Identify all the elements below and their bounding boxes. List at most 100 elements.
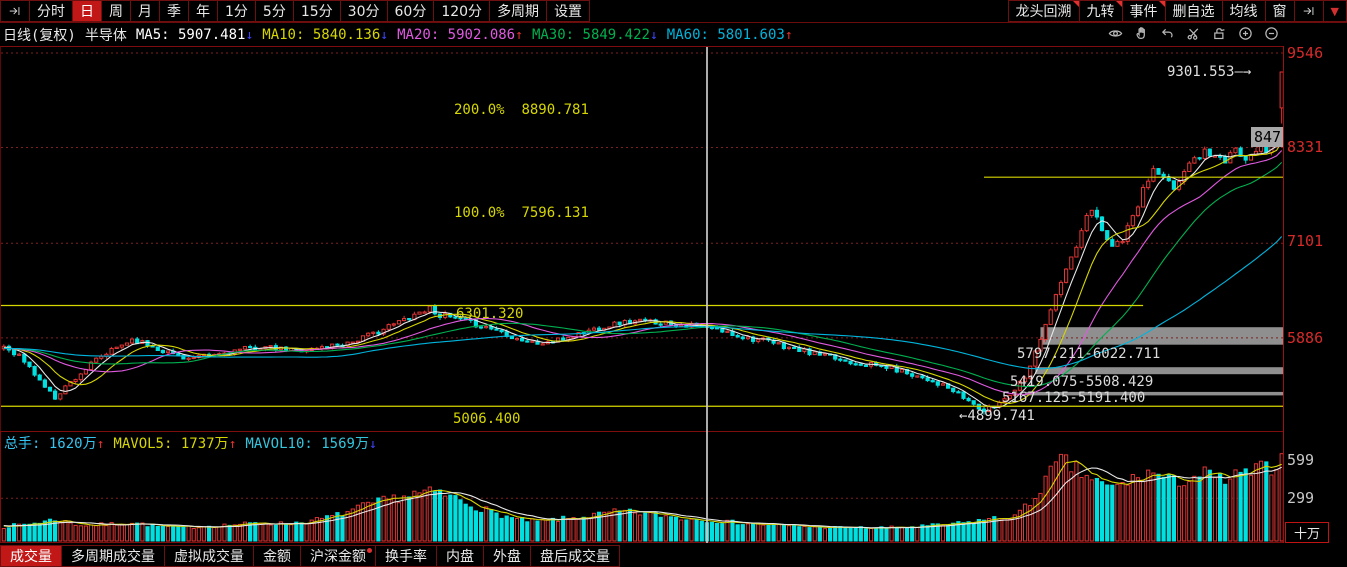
chart-header: 日线(复权) 半导体 MA5: 5907.481↓ MA10: 5840.136↓…	[0, 23, 1347, 46]
tab-内盘[interactable]: 内盘	[437, 545, 484, 567]
arrow-up-icon: ↑	[515, 27, 523, 43]
new-flag-corner	[1072, 1, 1079, 7]
candlestick-chart[interactable]	[1, 47, 1285, 432]
main-chart-pane[interactable]: 200.0% 8890.781 100.0% 7596.131 6301.320…	[0, 46, 1285, 432]
eye-icon[interactable]	[1108, 26, 1123, 45]
crosshair-vertical	[706, 47, 708, 543]
tab-沪深金额[interactable]: 沪深金额	[301, 545, 376, 567]
period-button-60分[interactable]: 60分	[387, 0, 435, 22]
vol-MAVOL10: MAVOL10: 1569万↓	[245, 436, 377, 452]
tool-jump-right-icon[interactable]	[1294, 0, 1324, 22]
period-button-5分[interactable]: 5分	[255, 0, 294, 22]
arrow-right-icon: —→	[1234, 64, 1252, 80]
period-jump-right-icon[interactable]	[0, 0, 30, 22]
tab-虚拟成交量[interactable]: 虚拟成交量	[165, 545, 254, 567]
arrow-up-icon: ↑	[96, 437, 105, 452]
chevron-down-icon: ▼	[1330, 4, 1339, 18]
undo-icon[interactable]	[1160, 26, 1175, 45]
volume-pane[interactable]: 总手: 1620万↑ MAVOL5: 1737万↑ MAVOL10: 1569万↓	[0, 431, 1284, 543]
period-button-120分[interactable]: 120分	[434, 0, 491, 22]
ma-MA10: MA10: 5840.136↓	[262, 26, 389, 43]
price-axis-line	[1283, 46, 1284, 543]
low-price-annotation: ←4899.741	[959, 408, 1035, 424]
zoom-in-icon[interactable]	[1238, 26, 1253, 45]
period-button-日[interactable]: 日	[73, 0, 102, 22]
axis-tick-9546: 9546	[1287, 44, 1324, 62]
hand-pan-icon[interactable]	[1134, 26, 1149, 45]
axis-tick-8331: 8331	[1287, 138, 1324, 156]
volume-header-row: 总手: 1620万↑ MAVOL5: 1737万↑ MAVOL10: 1569万↓	[4, 433, 386, 453]
zoom-out-icon	[1265, 27, 1278, 40]
volume-tick-299: 299	[1287, 489, 1315, 507]
volume-unit-label: 十万	[1285, 522, 1329, 543]
tab-外盘[interactable]: 外盘	[484, 545, 531, 567]
period-button-设置[interactable]: 设置	[547, 0, 591, 22]
fib-level-200: 200.0% 8890.781	[454, 102, 589, 118]
indicator-tab-bar: 成交量 多周期成交量 虚拟成交量 金额 沪深金额 换手率 内盘 外盘 盘后成交量	[0, 545, 1347, 567]
arrow-up-icon: ↑	[784, 27, 793, 43]
tool-button-窗[interactable]: 窗	[1265, 0, 1295, 22]
notification-dot	[367, 548, 372, 553]
axis-tick-7101: 7101	[1287, 232, 1324, 250]
period-button-分时[interactable]: 分时	[30, 0, 73, 22]
tool-button-事件[interactable]: 事件	[1122, 0, 1166, 22]
chart-tool-icons	[1108, 26, 1279, 45]
arrow-down-icon: ↓	[649, 27, 658, 43]
jump-right-icon	[9, 7, 20, 15]
tab-多周期成交量[interactable]: 多周期成交量	[62, 545, 165, 567]
tool-button-删自选[interactable]: 删自选	[1165, 0, 1223, 22]
lock-open-icon[interactable]	[1212, 26, 1227, 45]
tab-成交量[interactable]: 成交量	[0, 545, 62, 567]
gap-zone-label-3: 5167.125-5191.400	[1002, 390, 1146, 406]
tool-dropdown-button[interactable]: ▼	[1323, 0, 1347, 22]
eye-icon	[1108, 30, 1123, 37]
gap-zone-label-1: 5797.211-6022.711	[1017, 346, 1161, 362]
tool-button-九转[interactable]: 九转	[1079, 0, 1123, 22]
period-button-30分[interactable]: 30分	[340, 0, 388, 22]
arrow-up-icon: ↑	[228, 437, 237, 452]
tab-盘后成交量[interactable]: 盘后成交量	[531, 545, 620, 567]
period-button-年[interactable]: 年	[189, 0, 218, 22]
ma-MA60: MA60: 5801.603↑	[666, 26, 793, 43]
period-button-1分[interactable]: 1分	[218, 0, 256, 22]
jump-right-icon	[1303, 7, 1313, 15]
new-flag-corner	[1115, 1, 1122, 7]
tab-换手率[interactable]: 换手率	[376, 545, 437, 567]
arrow-down-icon: ↓	[368, 437, 377, 452]
axis-tick-5886: 5886	[1287, 329, 1324, 347]
tool-button-均线[interactable]: 均线	[1222, 0, 1266, 22]
toolbar-period-group: 分时日周月季年 1分 5分 15分 30分 60分 120分 多周期 设置	[0, 0, 591, 22]
period-button-周[interactable]: 周	[102, 0, 131, 22]
toolbar-tools-group: 龙头回溯 九转 事件 删自选 均线窗 ▼	[1007, 0, 1347, 22]
tab-金额[interactable]: 金额	[254, 545, 301, 567]
ma-MA30: MA30: 5849.422↓	[531, 26, 658, 43]
peak-price-annotation: 9301.553—→	[1167, 64, 1252, 80]
period-button-月[interactable]: 月	[131, 0, 160, 22]
scissors-icon	[1187, 28, 1199, 40]
zoom-out-icon[interactable]	[1264, 26, 1279, 45]
hand-pan-icon	[1136, 27, 1145, 39]
new-flag-corner	[1158, 1, 1165, 7]
ma-MA5: MA5: 5907.481↓	[135, 26, 254, 43]
period-button-多周期[interactable]: 多周期	[490, 0, 548, 22]
vol-MAVOL5: MAVOL5: 1737万↑	[113, 436, 237, 452]
ma-values-row: MA5: 5907.481↓ MA10: 5840.136↓ MA20: 5902.…	[136, 27, 802, 43]
tool-button-龙头回溯[interactable]: 龙头回溯	[1007, 0, 1080, 22]
current-price-badge: 847	[1251, 127, 1284, 147]
period-button-季[interactable]: 季	[160, 0, 189, 22]
volume-chart[interactable]	[1, 432, 1284, 542]
period-button-15分[interactable]: 15分	[293, 0, 341, 22]
fib-level-100: 100.0% 7596.131	[454, 205, 589, 221]
top-toolbar: 分时日周月季年 1分 5分 15分 30分 60分 120分 多周期 设置 龙头回溯 九转 事件 删自…	[0, 0, 1347, 23]
gap-zone-label-2: 5419.075-5508.429	[1010, 374, 1154, 390]
symbol-name: 半导体	[84, 27, 127, 44]
undo-icon	[1161, 28, 1173, 38]
scissors-icon[interactable]	[1186, 26, 1201, 45]
arrow-down-icon: ↓	[380, 27, 389, 43]
lock-open-icon	[1214, 28, 1225, 40]
volume-tick-599: 599	[1287, 451, 1315, 469]
vol-总手: 总手: 1620万↑	[4, 436, 105, 452]
ma-MA20: MA20: 5902.086↑	[397, 26, 523, 43]
period-label[interactable]: 日线(复权)	[3, 27, 76, 44]
